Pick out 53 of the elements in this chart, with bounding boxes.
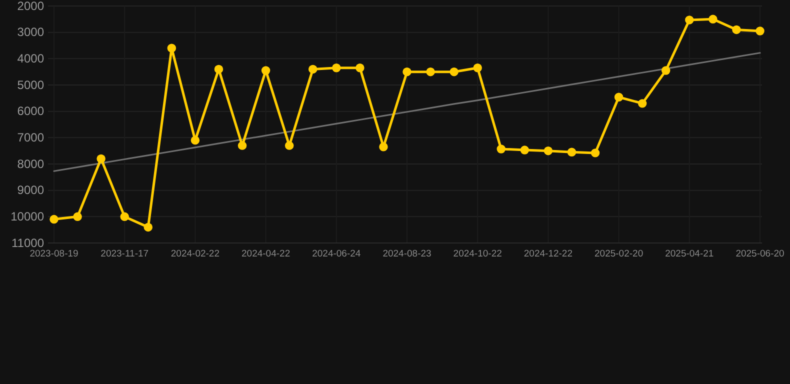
point bbox=[638, 99, 647, 108]
point bbox=[590, 148, 600, 158]
point bbox=[238, 141, 247, 150]
point bbox=[214, 64, 224, 74]
y-tick-label: 5000 bbox=[17, 78, 44, 92]
point bbox=[261, 66, 270, 75]
point bbox=[96, 154, 106, 164]
y-tick-label: 6000 bbox=[17, 104, 44, 118]
point bbox=[544, 146, 553, 156]
point bbox=[732, 25, 741, 34]
point bbox=[520, 146, 530, 154]
point bbox=[50, 214, 58, 224]
point bbox=[614, 92, 624, 102]
point bbox=[661, 66, 670, 75]
point bbox=[450, 67, 458, 76]
point bbox=[496, 144, 506, 154]
point bbox=[402, 67, 412, 76]
x-tick-label: 2023-08-19 bbox=[30, 248, 78, 260]
y-tick-label: 8000 bbox=[17, 156, 44, 171]
y-tick-label: 2000 bbox=[17, 0, 44, 13]
point bbox=[167, 44, 176, 52]
point bbox=[332, 64, 341, 72]
line-series bbox=[53, 52, 761, 172]
point bbox=[120, 212, 129, 222]
x-tick-label: 2023-11-17 bbox=[100, 248, 149, 260]
x-tick-label: 2024-02-22 bbox=[170, 248, 220, 260]
y-tick-label: 9000 bbox=[17, 183, 44, 198]
point bbox=[473, 64, 482, 72]
y-tick-label: 10000 bbox=[10, 210, 44, 224]
point bbox=[708, 14, 718, 24]
x-tick-label: 2024-08-23 bbox=[382, 248, 432, 260]
point bbox=[379, 142, 388, 152]
x-tick-label: 2024-10-22 bbox=[453, 248, 502, 260]
x-tick-label: 2024-12-22 bbox=[524, 248, 573, 260]
point bbox=[356, 64, 364, 72]
y-tick-label: 11000 bbox=[12, 236, 44, 250]
x-tick-label: 2024-04-22 bbox=[241, 248, 290, 260]
point bbox=[426, 67, 435, 76]
point bbox=[190, 136, 200, 145]
x-tick-label: 2025-04-21 bbox=[665, 248, 714, 260]
point bbox=[144, 222, 153, 232]
x-tick-label: 2025-06-20 bbox=[736, 248, 784, 260]
point bbox=[567, 148, 576, 157]
point bbox=[308, 64, 318, 74]
y-tick-label: 4000 bbox=[17, 52, 44, 66]
point bbox=[73, 212, 82, 222]
point bbox=[756, 26, 764, 36]
x-tick-label: 2024-06-24 bbox=[312, 248, 361, 260]
point bbox=[685, 16, 694, 24]
y-tick-label: 7000 bbox=[17, 130, 44, 145]
x-tick-label: 2025-02-20 bbox=[594, 248, 644, 260]
y-tick-label: 3000 bbox=[17, 25, 44, 40]
point bbox=[284, 141, 294, 150]
